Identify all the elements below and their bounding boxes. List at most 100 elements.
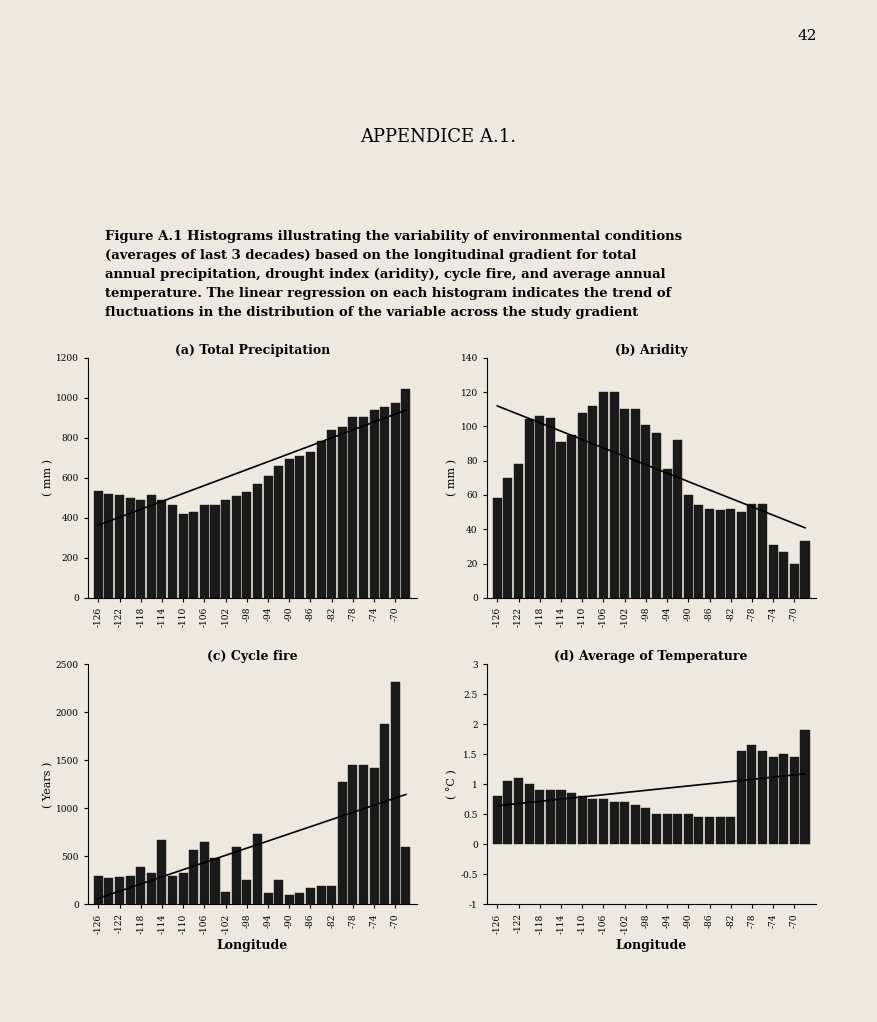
- Bar: [264, 893, 273, 904]
- Bar: [210, 858, 219, 904]
- Title: (b) Aridity: (b) Aridity: [615, 343, 688, 357]
- Bar: [620, 409, 629, 598]
- Bar: [716, 818, 724, 844]
- Bar: [338, 427, 346, 598]
- Bar: [359, 765, 368, 904]
- Bar: [652, 433, 661, 598]
- Bar: [545, 790, 555, 844]
- Bar: [125, 876, 135, 904]
- Bar: [285, 895, 294, 904]
- Bar: [275, 880, 283, 904]
- Bar: [146, 873, 156, 904]
- Bar: [115, 495, 124, 598]
- Y-axis label: ( Years ): ( Years ): [42, 761, 53, 807]
- Bar: [115, 877, 124, 904]
- Bar: [588, 406, 597, 598]
- Bar: [317, 440, 325, 598]
- Bar: [663, 815, 672, 844]
- Bar: [391, 682, 400, 904]
- Bar: [158, 500, 167, 598]
- Bar: [296, 893, 304, 904]
- Bar: [588, 799, 597, 844]
- Bar: [369, 410, 379, 598]
- Y-axis label: ( mm ): ( mm ): [447, 459, 458, 497]
- Bar: [641, 808, 651, 844]
- Title: (d) Average of Temperature: (d) Average of Temperature: [554, 650, 748, 663]
- Bar: [705, 509, 714, 598]
- Bar: [684, 815, 693, 844]
- Bar: [317, 886, 325, 904]
- Bar: [306, 888, 315, 904]
- Bar: [221, 500, 230, 598]
- Bar: [535, 416, 545, 598]
- Bar: [158, 840, 167, 904]
- Bar: [567, 435, 576, 598]
- Text: APPENDICE A.1.: APPENDICE A.1.: [360, 128, 517, 146]
- Bar: [737, 512, 745, 598]
- Bar: [684, 495, 693, 598]
- Bar: [296, 456, 304, 598]
- Bar: [747, 504, 757, 598]
- Bar: [801, 542, 809, 598]
- X-axis label: Longitude: Longitude: [616, 939, 687, 953]
- Bar: [104, 494, 113, 598]
- Bar: [747, 745, 757, 844]
- Bar: [503, 478, 512, 598]
- Bar: [232, 496, 240, 598]
- Title: (a) Total Precipitation: (a) Total Precipitation: [175, 343, 330, 357]
- Bar: [545, 418, 555, 598]
- Bar: [136, 500, 146, 598]
- Bar: [578, 796, 587, 844]
- Bar: [221, 892, 230, 904]
- Bar: [631, 409, 639, 598]
- Bar: [737, 751, 745, 844]
- Bar: [146, 495, 156, 598]
- Bar: [179, 873, 188, 904]
- Bar: [652, 815, 661, 844]
- Bar: [348, 417, 358, 598]
- Bar: [695, 818, 703, 844]
- Bar: [599, 799, 608, 844]
- Bar: [705, 818, 714, 844]
- Bar: [493, 499, 502, 598]
- Bar: [242, 492, 252, 598]
- Bar: [338, 782, 346, 904]
- X-axis label: Longitude: Longitude: [217, 939, 288, 953]
- Bar: [758, 751, 767, 844]
- Bar: [578, 413, 587, 598]
- Bar: [306, 452, 315, 598]
- Bar: [264, 476, 273, 598]
- Bar: [275, 466, 283, 598]
- Bar: [567, 793, 576, 844]
- Bar: [610, 392, 618, 598]
- Bar: [790, 563, 799, 598]
- Title: (c) Cycle fire: (c) Cycle fire: [207, 650, 297, 663]
- Bar: [402, 388, 410, 598]
- Bar: [94, 491, 103, 598]
- Bar: [726, 818, 735, 844]
- Bar: [768, 757, 778, 844]
- Bar: [514, 464, 523, 598]
- Bar: [599, 392, 608, 598]
- Bar: [369, 769, 379, 904]
- Bar: [168, 505, 177, 598]
- Bar: [514, 779, 523, 844]
- Bar: [242, 880, 252, 904]
- Bar: [535, 790, 545, 844]
- Bar: [232, 847, 240, 904]
- Bar: [168, 876, 177, 904]
- Bar: [381, 724, 389, 904]
- Bar: [391, 403, 400, 598]
- Bar: [610, 802, 618, 844]
- Bar: [524, 419, 534, 598]
- Bar: [768, 545, 778, 598]
- Bar: [253, 834, 262, 904]
- Bar: [136, 867, 146, 904]
- Bar: [631, 805, 639, 844]
- Bar: [780, 754, 788, 844]
- Y-axis label: ( mm ): ( mm ): [43, 459, 53, 497]
- Bar: [790, 757, 799, 844]
- Bar: [758, 504, 767, 598]
- Bar: [210, 505, 219, 598]
- Bar: [200, 505, 209, 598]
